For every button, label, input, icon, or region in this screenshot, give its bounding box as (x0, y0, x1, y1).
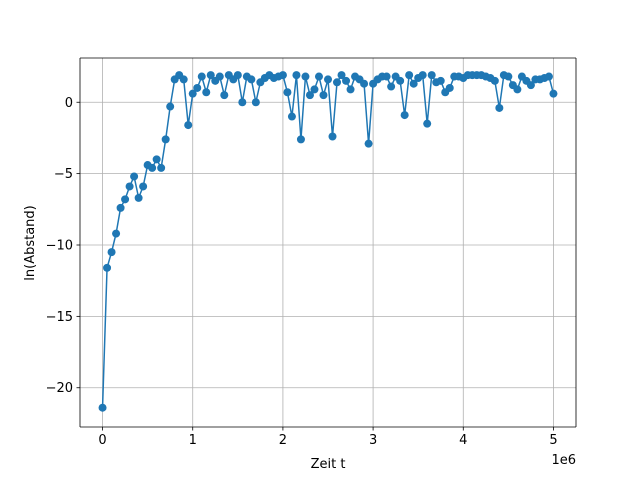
data-point (179, 75, 188, 84)
data-point (495, 103, 504, 112)
data-point (490, 76, 499, 85)
data-point (305, 91, 314, 100)
data-point (161, 135, 170, 144)
data-point (364, 139, 373, 148)
y-tick-label: −20 (46, 381, 73, 396)
data-point (98, 403, 107, 412)
data-point (193, 83, 202, 92)
data-point (328, 132, 337, 141)
data-point (296, 135, 305, 144)
data-point (346, 85, 355, 94)
data-point (342, 76, 351, 85)
data-point (130, 172, 139, 181)
data-point (220, 91, 229, 100)
x-tick-label: 4 (459, 433, 467, 448)
data-point (103, 263, 112, 272)
data-point (148, 163, 157, 172)
data-point (283, 88, 292, 97)
data-point (382, 72, 391, 81)
ticks: 0 1 2 3 4 5 −20 −15 −10 −5 0 (46, 96, 558, 448)
data-point (310, 85, 319, 94)
data-point (427, 71, 436, 80)
data-point (405, 71, 414, 80)
data-point (319, 91, 328, 100)
data-point (206, 71, 215, 80)
data-point (157, 163, 166, 172)
axes-frame (79, 57, 577, 428)
data-point (125, 182, 134, 191)
y-tick-label: 0 (65, 96, 73, 111)
data-point (409, 79, 418, 88)
x-tick-label: 5 (549, 433, 557, 448)
data-point (215, 72, 224, 81)
data-point (337, 71, 346, 80)
data-point (247, 75, 256, 84)
x-tick-label: 0 (98, 433, 106, 448)
data-point (107, 248, 116, 257)
data-point (396, 76, 405, 85)
data-point (423, 119, 432, 128)
data-point (301, 72, 310, 81)
plot-area (80, 58, 576, 427)
data-point (112, 229, 121, 238)
data-point (134, 193, 143, 202)
y-tick-label: −5 (54, 167, 73, 182)
y-tick-label: −15 (46, 310, 73, 325)
data-point (166, 102, 175, 111)
data-point (139, 182, 148, 191)
data-point (292, 71, 301, 80)
x-tick-label: 1 (189, 433, 197, 448)
x-offset-label: 1e6 (551, 453, 576, 468)
data-point (314, 72, 323, 81)
data-point (324, 75, 332, 84)
data-point (504, 72, 513, 81)
data-point (549, 89, 558, 98)
data-point (184, 121, 193, 130)
data-point (278, 71, 287, 80)
data-point (360, 79, 369, 88)
data-point (418, 71, 427, 80)
x-axis-label: Zeit t (311, 457, 346, 472)
data-point (333, 78, 342, 87)
data-point (526, 81, 535, 90)
data-point (445, 83, 454, 92)
data-point (287, 112, 296, 121)
data-point (544, 72, 553, 81)
data-point (251, 98, 260, 107)
data-point (152, 155, 161, 164)
data-point (202, 88, 211, 97)
y-tick-label: −10 (46, 238, 73, 253)
data-point (116, 203, 125, 212)
data-point (513, 85, 522, 94)
data-point (400, 111, 409, 120)
grid (80, 58, 576, 427)
data-point (387, 82, 396, 91)
x-tick-label: 3 (369, 433, 377, 448)
data-point (121, 195, 130, 204)
data-point (188, 89, 197, 98)
data-point (238, 98, 247, 107)
data-point (233, 71, 242, 80)
data-point (197, 72, 206, 81)
x-tick-label: 2 (279, 433, 287, 448)
series-group (98, 71, 558, 412)
data-point (436, 76, 445, 85)
y-axis-label: ln(Abstand) (23, 205, 38, 280)
